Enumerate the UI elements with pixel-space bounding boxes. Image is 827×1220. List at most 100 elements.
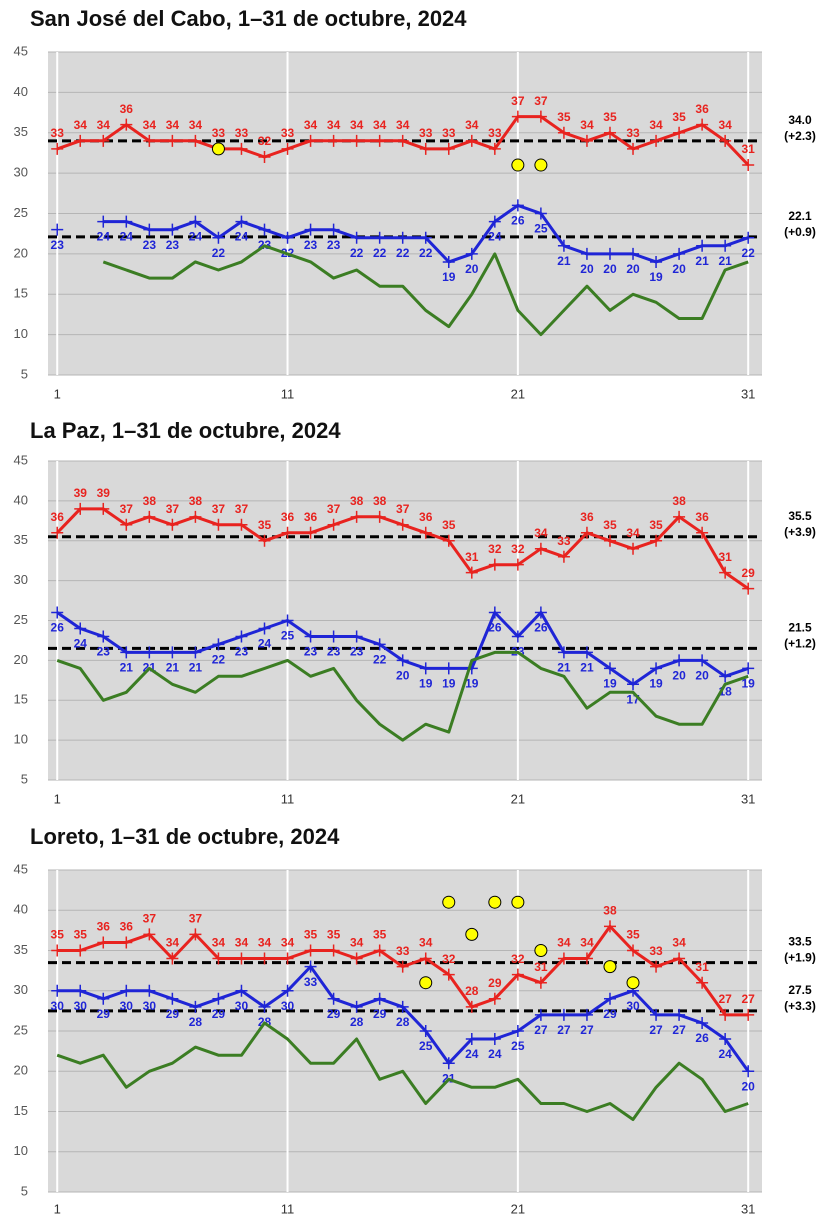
marker bbox=[488, 1033, 501, 1046]
data-label: 34 bbox=[166, 936, 180, 950]
data-label: 37 bbox=[143, 912, 157, 926]
marker bbox=[534, 207, 547, 220]
reference-label: 27.5 bbox=[788, 983, 812, 997]
data-label: 36 bbox=[120, 102, 134, 116]
marker bbox=[580, 646, 593, 659]
y-tick-label: 45 bbox=[14, 452, 28, 467]
marker bbox=[419, 231, 432, 244]
marker bbox=[235, 984, 248, 997]
data-label: 20 bbox=[742, 1079, 756, 1093]
data-label: 35 bbox=[672, 110, 686, 124]
marker bbox=[719, 670, 732, 683]
marker bbox=[281, 984, 294, 997]
marker bbox=[419, 142, 432, 155]
marker bbox=[465, 566, 478, 579]
reference-label: 34.0 bbox=[788, 113, 812, 127]
data-label: 25 bbox=[281, 629, 295, 643]
marker bbox=[327, 992, 340, 1005]
y-tick-label: 15 bbox=[14, 286, 28, 301]
marker bbox=[396, 134, 409, 147]
marker bbox=[673, 1008, 686, 1021]
marker bbox=[557, 952, 570, 965]
marker bbox=[304, 134, 317, 147]
y-tick-label: 25 bbox=[14, 612, 28, 627]
data-label: 34 bbox=[350, 936, 364, 950]
data-label: 20 bbox=[672, 262, 686, 276]
marker bbox=[673, 952, 686, 965]
marker bbox=[304, 944, 317, 957]
marker bbox=[396, 1000, 409, 1013]
marker bbox=[235, 142, 248, 155]
data-label: 21 bbox=[557, 661, 571, 675]
marker bbox=[696, 118, 709, 131]
y-tick-label: 30 bbox=[14, 982, 28, 997]
marker bbox=[120, 936, 133, 949]
data-label: 23 bbox=[304, 645, 318, 659]
data-label: 21 bbox=[580, 661, 594, 675]
y-tick-label: 5 bbox=[21, 771, 28, 786]
reference-label: 35.5 bbox=[788, 509, 812, 523]
y-tick-label: 30 bbox=[14, 572, 28, 587]
reference-label: 33.5 bbox=[788, 935, 812, 949]
data-label: 27 bbox=[534, 1023, 548, 1037]
marker bbox=[304, 960, 317, 973]
marker bbox=[557, 646, 570, 659]
data-label: 35 bbox=[51, 928, 65, 942]
data-label: 35 bbox=[442, 518, 456, 532]
marker bbox=[603, 126, 616, 139]
data-label: 32 bbox=[511, 542, 525, 556]
data-label: 31 bbox=[742, 142, 756, 156]
data-label: 33 bbox=[626, 126, 640, 140]
data-label: 35 bbox=[74, 928, 88, 942]
marker bbox=[350, 510, 363, 523]
data-label: 19 bbox=[603, 677, 617, 691]
data-label: 21 bbox=[166, 661, 180, 675]
chart-title: San José del Cabo, 1–31 de octubre, 2024 bbox=[30, 6, 467, 31]
marker bbox=[373, 992, 386, 1005]
data-label: 37 bbox=[235, 502, 249, 516]
data-label: 33 bbox=[396, 944, 410, 958]
data-label: 22 bbox=[212, 246, 226, 260]
data-label: 34 bbox=[649, 118, 663, 132]
marker bbox=[258, 223, 271, 236]
data-label: 23 bbox=[327, 238, 341, 252]
x-tick-label: 1 bbox=[54, 386, 61, 401]
data-label: 22 bbox=[396, 246, 410, 260]
marker bbox=[120, 984, 133, 997]
marker bbox=[742, 231, 755, 244]
marker bbox=[373, 944, 386, 957]
event-dot bbox=[626, 976, 640, 990]
reference-note: (+1.2) bbox=[784, 637, 816, 651]
marker bbox=[189, 510, 202, 523]
data-label: 24 bbox=[74, 637, 88, 651]
marker bbox=[120, 646, 133, 659]
data-label: 23 bbox=[327, 645, 341, 659]
data-label: 29 bbox=[212, 1007, 226, 1021]
data-label: 35 bbox=[327, 928, 341, 942]
reference-note: (+3.9) bbox=[784, 525, 816, 539]
data-label: 19 bbox=[649, 270, 663, 284]
marker bbox=[488, 215, 501, 228]
data-label: 26 bbox=[488, 621, 502, 635]
marker bbox=[189, 646, 202, 659]
marker bbox=[511, 630, 524, 643]
marker bbox=[557, 550, 570, 563]
series-line bbox=[56, 1021, 749, 1121]
data-label: 34 bbox=[580, 936, 594, 950]
y-tick-label: 10 bbox=[14, 326, 28, 341]
data-label: 27 bbox=[580, 1023, 594, 1037]
marker bbox=[696, 1016, 709, 1029]
data-label: 33 bbox=[488, 126, 502, 140]
data-label: 34 bbox=[97, 118, 111, 132]
marker bbox=[465, 247, 478, 260]
marker bbox=[166, 518, 179, 531]
marker bbox=[650, 534, 663, 547]
data-label: 29 bbox=[327, 1007, 341, 1021]
event-dot bbox=[211, 142, 225, 156]
data-label: 21 bbox=[718, 254, 732, 268]
event-dot bbox=[419, 976, 433, 990]
data-label: 36 bbox=[304, 510, 318, 524]
chart-title: La Paz, 1–31 de octubre, 2024 bbox=[30, 418, 341, 443]
marker bbox=[51, 223, 64, 236]
